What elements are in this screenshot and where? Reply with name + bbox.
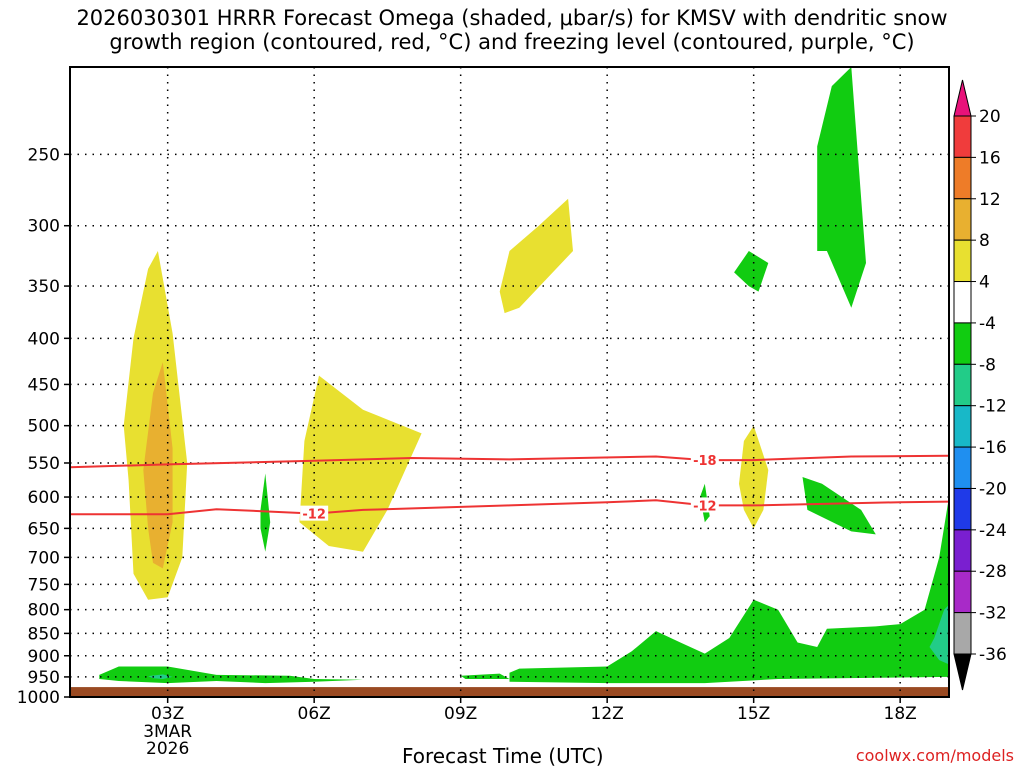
contours: -18 -12 -12 <box>69 452 950 523</box>
contour-line--12 <box>70 499 950 516</box>
colorbar-label: -24 <box>979 521 1007 541</box>
colorbar-band <box>953 612 972 655</box>
colorbar-label: 12 <box>979 190 1001 210</box>
x-tick-sublabel: 3MAR <box>143 722 192 742</box>
contour-line--18 <box>69 454 950 469</box>
y-tick-label: 650 <box>28 519 60 539</box>
x-tick-label: 09Z <box>444 704 477 724</box>
omega-region-11 <box>460 673 510 679</box>
colorbar-band <box>953 281 972 324</box>
colorbar-top-triangle <box>953 79 972 117</box>
omega-region-4 <box>739 425 769 529</box>
colorbar-label: -36 <box>979 645 1007 665</box>
colorbar-label: 4 <box>979 273 990 293</box>
colorbar-band <box>953 363 972 407</box>
contour-label-bg <box>690 452 719 468</box>
grid-lines <box>70 67 949 698</box>
y-tick-label: 350 <box>28 277 60 297</box>
y-tick-label: 750 <box>28 575 60 595</box>
credit-link[interactable]: coolwx.com/models <box>855 746 1014 765</box>
x-tick-label: 03Z <box>151 704 184 724</box>
x-tick-sublabel: 2026 <box>146 739 189 759</box>
y-axis: 250 300 350 400 450 500 550 600 650 700 750 800 850 9… <box>17 145 70 708</box>
plot-area <box>70 67 949 697</box>
colorbar: 20 16 12 8 4 -4 -8 -12 -16 -20 -24 -28 -32 -36 <box>953 79 1007 691</box>
x-axis-title: Forecast Time (UTC) <box>402 744 604 768</box>
omega-region-13 <box>929 604 949 665</box>
y-tick-label: 500 <box>28 417 60 437</box>
colorbar-label: -12 <box>979 397 1007 417</box>
y-tick-label: 600 <box>28 488 60 508</box>
colorbar-label: -32 <box>979 604 1007 624</box>
ground-fill <box>70 687 949 697</box>
colorbar-band <box>953 529 972 572</box>
omega-region-7 <box>260 473 271 552</box>
omega-region-12 <box>99 666 364 684</box>
colorbar-band <box>953 487 972 531</box>
contour-label-bg <box>690 497 719 513</box>
colorbar-band <box>953 405 972 448</box>
colorbar-band <box>953 198 972 241</box>
contour-label: -18 <box>693 454 717 469</box>
y-tick-label: 800 <box>28 601 60 621</box>
colorbar-bottom-triangle <box>953 653 972 691</box>
colorbar-band <box>953 322 972 365</box>
colorbar-band <box>953 115 972 158</box>
y-tick-label: 900 <box>28 647 60 667</box>
omega-region-3 <box>499 198 573 314</box>
colorbar-label: 16 <box>979 148 1001 168</box>
colorbar-label: 8 <box>979 231 990 251</box>
y-tick-label: 550 <box>28 454 60 474</box>
colorbar-label: 20 <box>979 107 1001 127</box>
omega-region-9 <box>802 477 876 535</box>
x-tick-label: 12Z <box>591 704 624 724</box>
omega-region-2 <box>299 375 422 552</box>
colorbar-label: -4 <box>979 314 996 334</box>
x-tick-label: 15Z <box>737 704 770 724</box>
plot-frame <box>69 66 950 698</box>
colorbar-label: -16 <box>979 438 1007 458</box>
y-tick-label: 400 <box>28 329 60 349</box>
x-tick-label: 06Z <box>298 704 331 724</box>
omega-region-5 <box>817 67 866 308</box>
y-tick-label: 300 <box>28 217 60 237</box>
omega-region-6 <box>734 251 769 292</box>
colorbar-label: -20 <box>979 479 1007 499</box>
y-tick-label: 850 <box>28 624 60 644</box>
colorbar-band <box>953 446 972 489</box>
x-tick-label: 18Z <box>884 704 917 724</box>
contour-label: -12 <box>693 499 717 514</box>
omega-regions <box>99 67 949 684</box>
y-tick-label: 950 <box>28 668 60 688</box>
y-tick-label: 250 <box>28 145 60 165</box>
y-tick-label: 1000 <box>17 688 60 708</box>
y-tick-label: 450 <box>28 375 60 395</box>
omega-region-10 <box>509 497 949 684</box>
y-tick-label: 700 <box>28 548 60 568</box>
colorbar-band <box>953 156 972 200</box>
contour-label: -12 <box>302 508 326 523</box>
colorbar-label: -28 <box>979 562 1007 582</box>
colorbar-band <box>953 239 972 283</box>
colorbar-label: -8 <box>979 355 996 375</box>
chart-title: 2026030301 HRRR Forecast Omega (shaded, … <box>76 6 948 54</box>
colorbar-band <box>953 570 972 614</box>
contour-label-bg <box>300 505 329 521</box>
